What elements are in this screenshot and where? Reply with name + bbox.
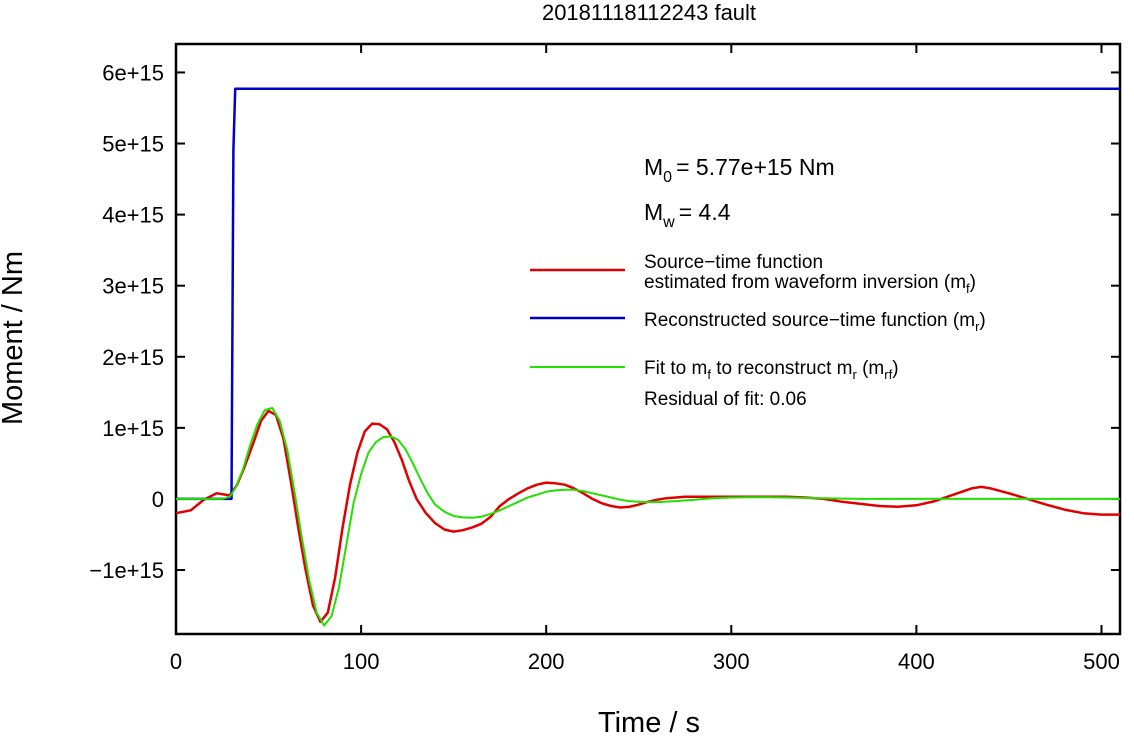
plot-frame [174,42,1122,636]
y-tick-label: −1e+15 [89,558,164,583]
x-axis-label: Time / s [598,707,700,736]
y-axis-label: Moment / Nm [0,251,29,425]
series-line-mr [176,87,1120,501]
series-layer [175,87,1120,627]
y-tick-label: 5e+15 [102,132,164,157]
x-tick-label: 0 [170,649,182,674]
axes: 0 100 200 300 400 500 −1e+15 0 1e+15 2e+15 3e+15 4e… [89,42,1122,674]
legend-label-mrf: Fit to mf to reconstruct mr (mrf) [644,358,899,382]
y-tick-label: 6e+15 [102,60,164,85]
seismic-moment-annotation: M0 = 5.77e+15 Nm [644,154,835,186]
y-tick-label: 0 [152,487,164,512]
y-tick-label: 4e+15 [102,203,164,228]
legend-label-mr: Reconstructed source−time function (mr) [644,310,986,334]
y-tick-label: 1e+15 [102,416,164,441]
y-tick-label: 3e+15 [102,274,164,299]
moment-magnitude-annotation: Mw = 4.4 [644,199,731,231]
y-tick-label: 2e+15 [102,345,164,370]
annotations: M0 = 5.77e+15 Nm Mw = 4.4 Residual of fit:… [644,154,835,410]
residual-annotation: Residual of fit: 0.06 [644,389,807,410]
series-line-mf [175,409,1120,624]
legend-label-mf-line1: Source−time function [644,252,823,273]
series-line-mrf [176,407,1120,627]
x-tick-label: 400 [898,649,935,674]
x-tick-label: 300 [713,649,750,674]
chart-title: 20181118112243 fault [542,0,756,25]
legend: Source−time function estimated from wave… [530,252,986,382]
x-tick-label: 500 [1083,649,1120,674]
legend-label-mf-line2: estimated from waveform inversion (mf) [644,272,976,296]
x-tick-label: 100 [343,649,380,674]
x-tick-label: 200 [528,649,565,674]
